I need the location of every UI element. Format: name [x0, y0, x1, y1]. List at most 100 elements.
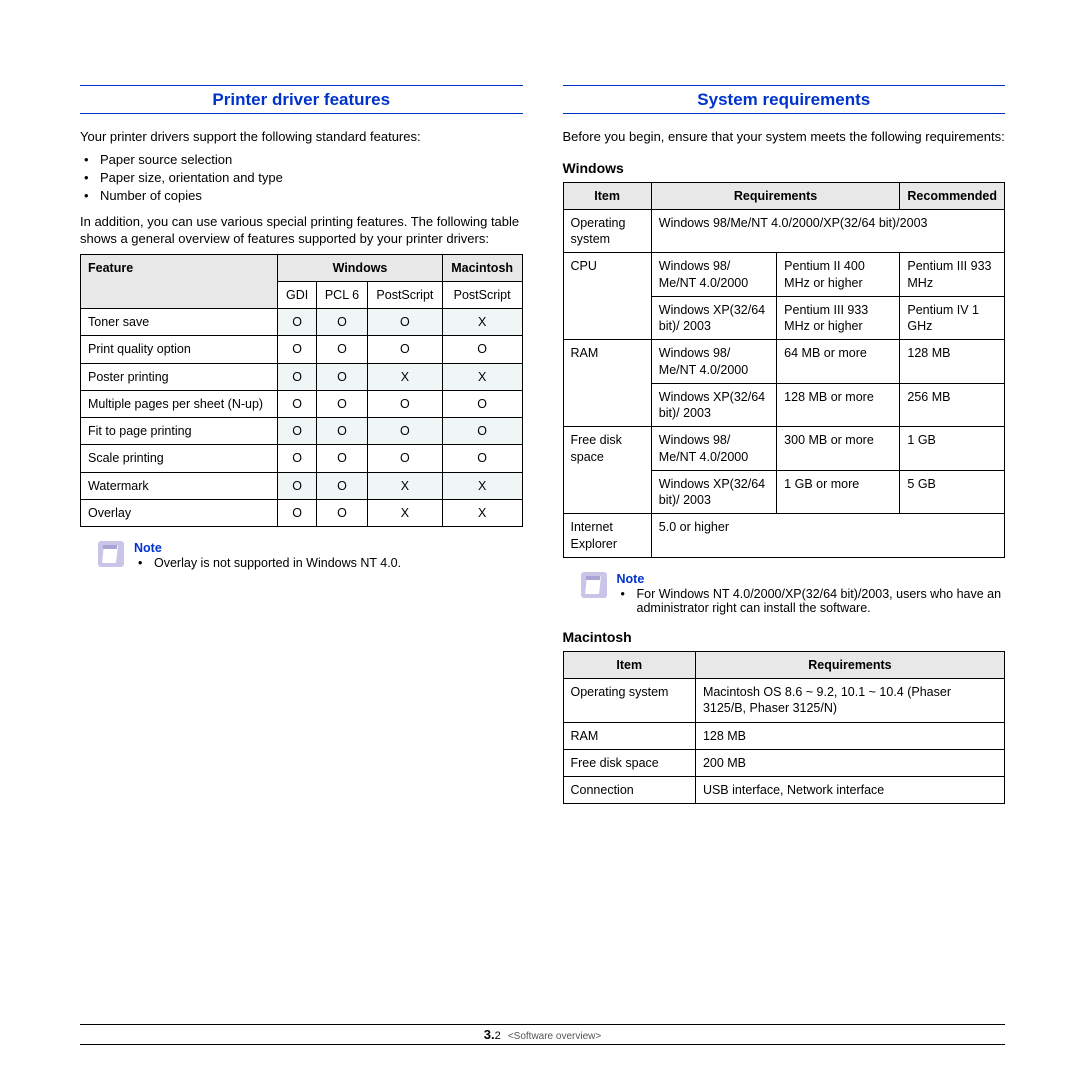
- table-cell: 200 MB: [695, 749, 1004, 776]
- table-cell: O: [278, 390, 317, 417]
- table-cell: O: [316, 499, 367, 526]
- features-table: Feature Windows Macintosh GDI PCL 6 Post…: [80, 254, 523, 528]
- right-column: System requirements Before you begin, en…: [563, 85, 1006, 804]
- table-cell: O: [316, 309, 367, 336]
- table-cell: X: [442, 499, 522, 526]
- table-cell: O: [278, 418, 317, 445]
- table-cell: O: [316, 445, 367, 472]
- table-cell: Windows XP(32/64 bit)/ 2003: [651, 296, 776, 340]
- left-intro: Your printer drivers support the followi…: [80, 128, 523, 146]
- table-cell: Toner save: [81, 309, 278, 336]
- table-row: Internet Explorer5.0 or higher: [563, 514, 1005, 558]
- table-cell: RAM: [563, 722, 695, 749]
- table-cell: O: [278, 309, 317, 336]
- table-cell: O: [278, 363, 317, 390]
- table-cell: 128 MB or more: [777, 383, 900, 427]
- table-cell: Free disk space: [563, 427, 651, 514]
- table-cell: O: [316, 363, 367, 390]
- table-cell: 5 GB: [900, 470, 1005, 514]
- table-cell: O: [368, 390, 443, 417]
- left-column: Printer driver features Your printer dri…: [80, 85, 523, 804]
- table-row: RAMWindows 98/ Me/NT 4.0/200064 MB or mo…: [563, 340, 1005, 384]
- table-row: Operating systemMacintosh OS 8.6 ~ 9.2, …: [563, 679, 1005, 723]
- col-item: Item: [563, 651, 695, 678]
- table-cell: Pentium II 400 MHz or higher: [777, 253, 900, 297]
- left-post-bullets: In addition, you can use various special…: [80, 213, 523, 248]
- table-row: Poster printingOOXX: [81, 363, 523, 390]
- table-cell: USB interface, Network interface: [695, 777, 1004, 804]
- table-cell: Pentium III 933 MHz: [900, 253, 1005, 297]
- table-cell: Windows 98/ Me/NT 4.0/2000: [651, 427, 776, 471]
- table-cell: Overlay: [81, 499, 278, 526]
- bullet-item: Paper source selection: [94, 152, 523, 167]
- table-cell: X: [442, 472, 522, 499]
- features-bullet-list: Paper source selection Paper size, orien…: [80, 152, 523, 203]
- table-cell: O: [442, 445, 522, 472]
- subcol-gdi: GDI: [278, 281, 317, 308]
- col-recommended: Recommended: [900, 182, 1005, 209]
- table-cell: X: [368, 499, 443, 526]
- table-cell: X: [368, 472, 443, 499]
- table-row: Scale printingOOOO: [81, 445, 523, 472]
- right-heading: System requirements: [563, 85, 1006, 114]
- note-item: For Windows NT 4.0/2000/XP(32/64 bit)/20…: [631, 587, 1006, 615]
- table-cell: O: [368, 418, 443, 445]
- table-cell: Pentium III 933 MHz or higher: [777, 296, 900, 340]
- table-cell: 128 MB: [900, 340, 1005, 384]
- table-cell: 1 GB: [900, 427, 1005, 471]
- table-row: Free disk spaceWindows 98/ Me/NT 4.0/200…: [563, 427, 1005, 471]
- table-cell: 1 GB or more: [777, 470, 900, 514]
- table-cell: Print quality option: [81, 336, 278, 363]
- table-cell: Watermark: [81, 472, 278, 499]
- table-cell: X: [368, 363, 443, 390]
- note-icon: [581, 572, 607, 598]
- mac-req-table: Item Requirements Operating systemMacint…: [563, 651, 1006, 805]
- note-body: Note For Windows NT 4.0/2000/XP(32/64 bi…: [617, 572, 1006, 615]
- page-body: Printer driver features Your printer dri…: [0, 0, 1080, 804]
- table-cell: O: [368, 336, 443, 363]
- table-cell: Scale printing: [81, 445, 278, 472]
- note-body: Note Overlay is not supported in Windows…: [134, 541, 401, 570]
- table-row: Operating systemWindows 98/Me/NT 4.0/200…: [563, 209, 1005, 253]
- table-cell: O: [316, 390, 367, 417]
- col-requirements: Requirements: [695, 651, 1004, 678]
- table-cell: O: [368, 445, 443, 472]
- table-cell: Internet Explorer: [563, 514, 651, 558]
- windows-req-table: Item Requirements Recommended Operating …: [563, 182, 1006, 558]
- table-cell: 128 MB: [695, 722, 1004, 749]
- footer-chapter: 3.: [484, 1027, 495, 1042]
- subcol-pcl6: PCL 6: [316, 281, 367, 308]
- table-row: Multiple pages per sheet (N-up)OOOO: [81, 390, 523, 417]
- table-cell: O: [316, 336, 367, 363]
- table-row: OverlayOOXX: [81, 499, 523, 526]
- table-cell: RAM: [563, 340, 651, 427]
- table-cell: Windows 98/Me/NT 4.0/2000/XP(32/64 bit)/…: [651, 209, 1004, 253]
- table-cell: X: [442, 363, 522, 390]
- table-cell: O: [442, 390, 522, 417]
- table-row: CPUWindows 98/ Me/NT 4.0/2000Pentium II …: [563, 253, 1005, 297]
- table-cell: X: [442, 309, 522, 336]
- footer-page: 2: [495, 1030, 501, 1042]
- table-cell: 300 MB or more: [777, 427, 900, 471]
- table-cell: O: [278, 472, 317, 499]
- table-cell: O: [278, 336, 317, 363]
- table-cell: Windows 98/ Me/NT 4.0/2000: [651, 340, 776, 384]
- table-cell: Free disk space: [563, 749, 695, 776]
- table-cell: Fit to page printing: [81, 418, 278, 445]
- table-cell: O: [442, 336, 522, 363]
- left-note: Note Overlay is not supported in Windows…: [80, 541, 523, 570]
- windows-subheading: Windows: [563, 160, 1006, 176]
- bullet-item: Paper size, orientation and type: [94, 170, 523, 185]
- table-cell: 64 MB or more: [777, 340, 900, 384]
- table-cell: Windows XP(32/64 bit)/ 2003: [651, 470, 776, 514]
- table-cell: Operating system: [563, 679, 695, 723]
- subcol-postscript: PostScript: [368, 281, 443, 308]
- table-cell: Pentium IV 1 GHz: [900, 296, 1005, 340]
- table-row: Toner saveOOOX: [81, 309, 523, 336]
- table-cell: O: [442, 418, 522, 445]
- right-note: Note For Windows NT 4.0/2000/XP(32/64 bi…: [563, 572, 1006, 615]
- table-cell: Poster printing: [81, 363, 278, 390]
- table-row: RAM128 MB: [563, 722, 1005, 749]
- col-item: Item: [563, 182, 651, 209]
- table-cell: Operating system: [563, 209, 651, 253]
